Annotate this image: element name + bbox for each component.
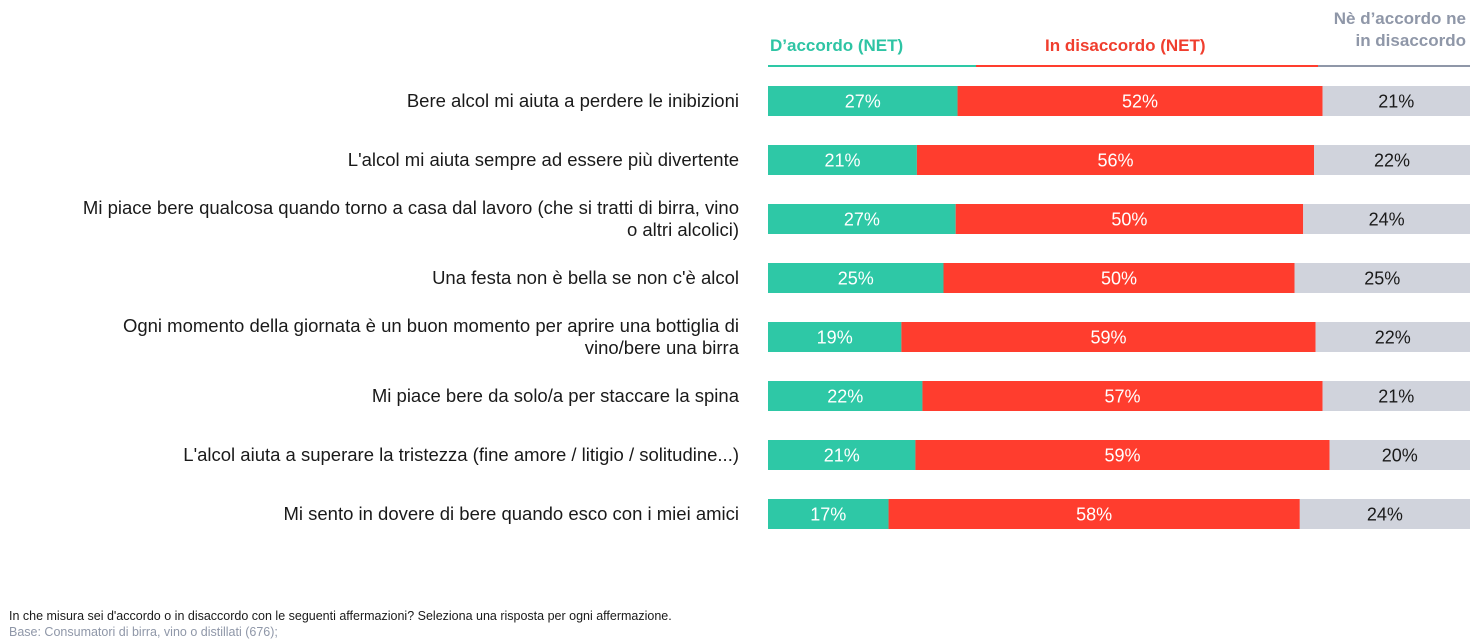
- bar-segment-neutral: [1329, 440, 1470, 470]
- bar-segment-agree: [768, 499, 889, 529]
- bar-segment-disagree: [922, 381, 1323, 411]
- footer-question: In che misura sei d'accordo o in disacco…: [9, 609, 672, 623]
- legend-disagree: In disaccordo (NET): [1045, 36, 1206, 55]
- bar-segment-agree: [768, 322, 902, 352]
- data-label: 22%: [1375, 328, 1411, 348]
- category-label: Mi piace bere da solo/a per staccare la …: [372, 385, 740, 406]
- data-label: 22%: [827, 387, 863, 407]
- legend-neutral-line1: Nè d’accordo ne: [1333, 9, 1466, 28]
- data-label: 59%: [1104, 446, 1140, 466]
- data-label: 21%: [1378, 92, 1414, 112]
- bar-segment-disagree: [888, 499, 1300, 529]
- category-label: Mi piace bere qualcosa quando torno a ca…: [83, 197, 739, 240]
- bar-segment-neutral: [1303, 204, 1470, 234]
- data-label: 27%: [845, 92, 881, 112]
- legend-neutral-line2: in disaccordo: [1355, 31, 1466, 50]
- bar-segment-disagree: [915, 440, 1330, 470]
- stacked-bar-chart: Bere alcol mi aiuta a perdere le inibizi…: [83, 86, 1470, 529]
- data-label: 20%: [1382, 446, 1418, 466]
- data-label: 22%: [1374, 151, 1410, 171]
- legend-rule-disagree: [976, 65, 1318, 67]
- bar-segment-agree: [768, 440, 916, 470]
- category-label: Bere alcol mi aiuta a perdere le inibizi…: [407, 90, 739, 111]
- bar-segment-agree: [768, 204, 956, 234]
- bar-segment-neutral: [1322, 86, 1470, 116]
- data-label: 27%: [844, 210, 880, 230]
- data-label: 21%: [824, 151, 860, 171]
- legend-rule-neutral: [1318, 65, 1470, 67]
- category-label: L'alcol aiuta a superare la tristezza (f…: [183, 444, 739, 465]
- footer-base: Base: Consumatori di birra, vino o disti…: [9, 625, 278, 639]
- bar-segment-neutral: [1314, 145, 1470, 175]
- data-label: 57%: [1104, 387, 1140, 407]
- legend-rule-agree: [768, 65, 976, 67]
- legend-neutral: Nè d’accordo ne in disaccordo: [1306, 8, 1466, 52]
- bar-segment-disagree: [957, 86, 1323, 116]
- category-label: Ogni momento della giornata è un buon mo…: [123, 315, 740, 358]
- data-label: 21%: [824, 446, 860, 466]
- data-label: 52%: [1122, 92, 1158, 112]
- bar-segment-disagree: [901, 322, 1316, 352]
- bar-segment-disagree: [943, 263, 1295, 293]
- category-label: Mi sento in dovere di bere quando esco c…: [283, 503, 739, 524]
- bar-segment-neutral: [1315, 322, 1470, 352]
- legend-agree: D’accordo (NET): [770, 36, 904, 55]
- bar-segment-neutral: [1299, 499, 1470, 529]
- data-label: 25%: [1364, 269, 1400, 289]
- data-label: 58%: [1076, 505, 1112, 525]
- data-label: 59%: [1090, 328, 1126, 348]
- bar-segment-agree: [768, 145, 917, 175]
- data-label: 25%: [838, 269, 874, 289]
- bar-segment-neutral: [1294, 263, 1470, 293]
- data-label: 24%: [1367, 505, 1403, 525]
- data-label: 19%: [817, 328, 853, 348]
- data-label: 21%: [1378, 387, 1414, 407]
- category-label: L'alcol mi aiuta sempre ad essere più di…: [348, 149, 739, 170]
- bar-segment-disagree: [916, 145, 1314, 175]
- bar-segment-neutral: [1322, 381, 1470, 411]
- data-label: 50%: [1111, 210, 1147, 230]
- data-label: 56%: [1097, 151, 1133, 171]
- category-label: Una festa non è bella se non c'è alcol: [432, 267, 739, 288]
- bar-segment-agree: [768, 263, 944, 293]
- bar-segment-disagree: [955, 204, 1304, 234]
- bar-segment-agree: [768, 381, 923, 411]
- data-label: 50%: [1101, 269, 1137, 289]
- data-label: 24%: [1369, 210, 1405, 230]
- data-label: 17%: [810, 505, 846, 525]
- bar-segment-agree: [768, 86, 958, 116]
